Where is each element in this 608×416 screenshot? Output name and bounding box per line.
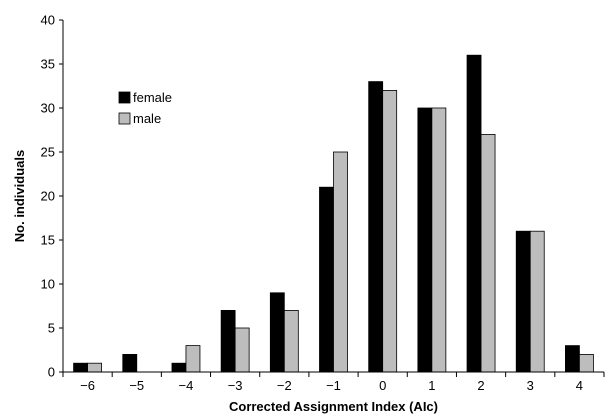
x-tick-label-4: −2 xyxy=(277,378,292,393)
x-tick-label-3: −3 xyxy=(228,378,243,393)
y-tick-label-15: 15 xyxy=(41,233,55,248)
bar-male-5 xyxy=(333,151,348,373)
bar-female-9 xyxy=(515,230,531,373)
y-tick-label-5: 5 xyxy=(48,321,55,336)
bars-group xyxy=(73,54,594,373)
x-tick-label-0: −6 xyxy=(80,378,95,393)
y-tick-label-30: 30 xyxy=(41,101,55,116)
bar-female-10 xyxy=(565,345,580,373)
x-tick-label-6: 0 xyxy=(379,378,386,393)
legend-swatch-male xyxy=(118,112,131,125)
legend: female male xyxy=(118,90,172,126)
legend-label-male: male xyxy=(133,111,161,126)
bar-female-6 xyxy=(368,81,384,373)
bar-male-8 xyxy=(480,133,496,373)
x-tick-label-5: −1 xyxy=(326,378,341,393)
bar-female-5 xyxy=(319,186,334,373)
x-tick-label-7: 1 xyxy=(428,378,435,393)
x-tick-label-10: 4 xyxy=(576,378,583,393)
bar-male-4 xyxy=(283,309,299,373)
x-tick-label-8: 2 xyxy=(477,378,484,393)
x-tick-label-2: −4 xyxy=(179,378,194,393)
bar-male-7 xyxy=(431,107,447,373)
bar-female-2 xyxy=(171,362,187,373)
legend-swatch-female xyxy=(118,91,131,104)
axes-group: 0 5 10 15 20 25 30 35 40 −6 −5 −4 −3 −2 −1 0 1 2 3 4 xyxy=(41,13,605,393)
bar-female-0 xyxy=(73,362,88,373)
bar-female-4 xyxy=(269,292,285,373)
bar-male-9 xyxy=(529,230,545,373)
x-axis-title: Corrected Assignment Index (AIc) xyxy=(229,399,438,414)
y-tick-label-0: 0 xyxy=(48,365,55,380)
bar-male-2 xyxy=(185,345,201,373)
bar-male-0 xyxy=(87,362,102,373)
bar-male-10 xyxy=(579,353,594,373)
y-tick-label-35: 35 xyxy=(41,57,55,72)
bar-female-1 xyxy=(122,353,138,373)
y-tick-label-10: 10 xyxy=(41,277,55,292)
bar-female-8 xyxy=(466,54,482,373)
x-tick-label-9: 3 xyxy=(527,378,534,393)
y-tick-label-25: 25 xyxy=(41,145,55,160)
bar-female-7 xyxy=(417,107,433,373)
y-tick-label-40: 40 xyxy=(41,13,55,28)
bar-female-3 xyxy=(220,309,236,373)
bar-male-6 xyxy=(382,90,398,373)
y-axis-title: No. individuals xyxy=(12,150,27,242)
bar-male-3 xyxy=(234,327,250,373)
y-tick-label-20: 20 xyxy=(41,189,55,204)
legend-label-female: female xyxy=(133,90,172,105)
x-tick-label-1: −5 xyxy=(129,378,144,393)
